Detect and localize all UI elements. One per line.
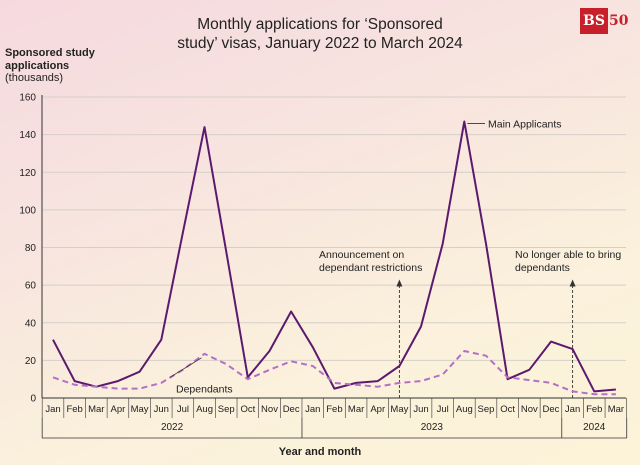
annotation-2-line-1: No longer able to bring [515, 249, 621, 261]
logo-number: 50 [608, 13, 629, 29]
y-tick-label-0: 0 [30, 394, 36, 405]
y-axis-label-line-3: (thousands) [5, 72, 64, 84]
x-tick-label-23: Dec [542, 404, 559, 415]
x-tick-label-26: Mar [608, 404, 624, 415]
y-tick-label-120: 120 [19, 168, 36, 179]
annotation-1-line-2: dependant restrictions [319, 262, 422, 274]
y-tick-label-160: 160 [19, 93, 36, 104]
chart-title: Monthly applications for ‘Sponsored stud… [0, 15, 640, 53]
x-tick-label-0: Jan [45, 404, 60, 415]
x-tick-label-18: Jul [437, 404, 449, 415]
x-tick-label-4: May [131, 404, 149, 415]
y-tick-label-40: 40 [25, 318, 37, 329]
x-tick-label-2: Mar [88, 404, 104, 415]
x-tick-label-9: Oct [240, 404, 255, 415]
series-line-main-applicants [52, 120, 616, 393]
annotation-arrowhead-1 [569, 279, 576, 287]
y-axis-label-line-1: Sponsored study [5, 47, 95, 59]
x-tick-label-10: Nov [261, 404, 278, 415]
year-label-2022: 2022 [161, 422, 184, 433]
x-tick-label-17: Jun [413, 404, 428, 415]
x-tick-label-15: Apr [370, 404, 385, 415]
x-tick-label-3: Apr [111, 404, 126, 415]
x-tick-label-12: Jan [305, 404, 320, 415]
series-line-dependants [52, 350, 616, 396]
x-tick-label-13: Feb [326, 404, 342, 415]
series-label-main-applicants: Main Applicants [488, 118, 562, 130]
chart-title-line-1: Monthly applications for ‘Sponsored [197, 16, 443, 33]
y-tick-label-140: 140 [19, 130, 36, 141]
y-tick-label-100: 100 [19, 205, 36, 216]
y-axis-label-line-2: applications [5, 59, 70, 72]
annotation-1-line-1: Announcement on [319, 249, 404, 261]
x-tick-label-24: Jan [565, 404, 580, 415]
x-tick-label-8: Sep [218, 404, 235, 415]
x-tick-label-5: Jun [154, 404, 169, 415]
x-tick-label-21: Oct [500, 404, 515, 415]
x-tick-label-14: Mar [348, 404, 364, 415]
x-tick-label-1: Feb [66, 404, 82, 415]
x-tick-label-16: May [390, 404, 408, 415]
y-tick-label-20: 20 [25, 356, 37, 367]
annotation-2-line-2: dependants [515, 262, 570, 274]
x-tick-label-6: Jul [177, 404, 189, 415]
x-tick-label-11: Dec [283, 404, 300, 415]
annotation-arrowhead-0 [396, 279, 403, 287]
year-label-2024: 2024 [583, 422, 606, 433]
dependants-leader-line [169, 357, 202, 378]
y-tick-label-60: 60 [25, 281, 37, 292]
x-tick-label-22: Nov [521, 404, 538, 415]
y-tick-label-80: 80 [25, 243, 37, 254]
chart-title-line-2: study’ visas, January 2022 to March 2024 [177, 35, 463, 52]
year-label-2023: 2023 [421, 422, 444, 433]
x-tick-label-7: Aug [196, 404, 213, 415]
x-tick-label-25: Feb [586, 404, 602, 415]
x-axis-title: Year and month [278, 446, 362, 458]
y-axis-label: Sponsored study applications (thousands) [5, 47, 95, 85]
x-tick-label-20: Sep [478, 404, 495, 415]
bs50-logo: BS 50 [580, 8, 632, 34]
logo-letters: BS [580, 8, 608, 34]
series-label-dependants: Dependants [176, 383, 233, 395]
x-tick-label-19: Aug [456, 404, 473, 415]
